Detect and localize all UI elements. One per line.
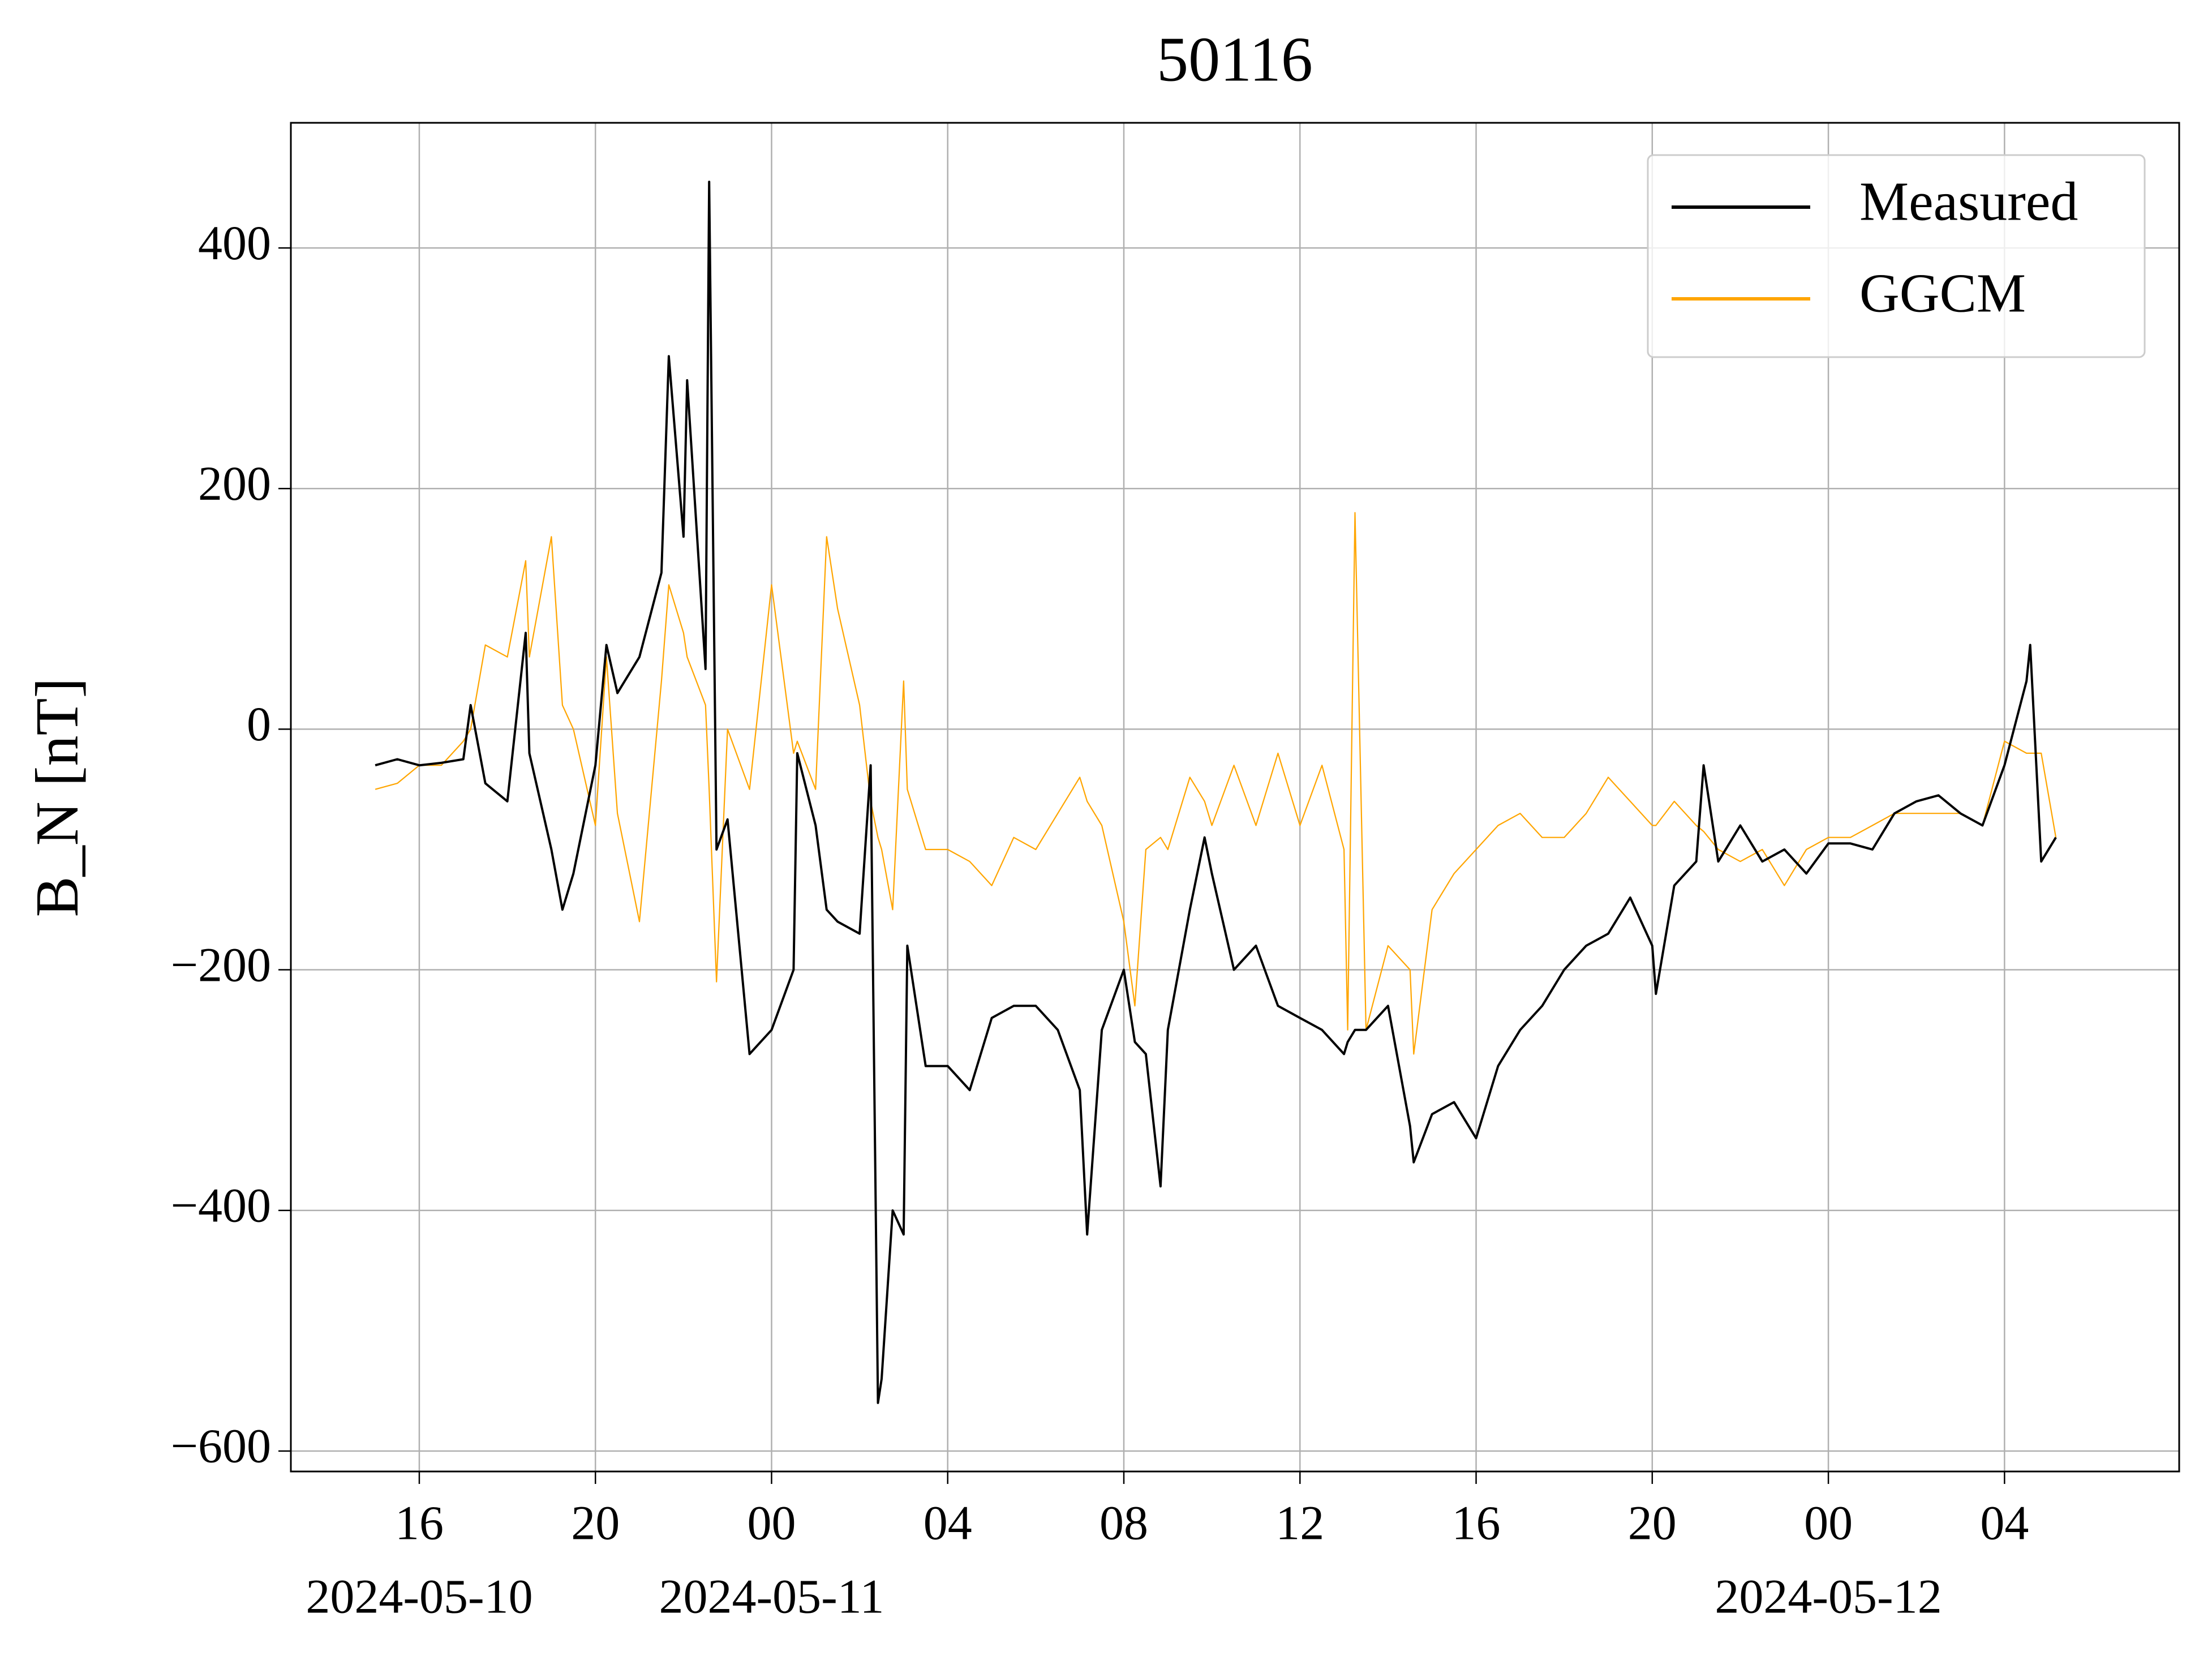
x-tick-label: 16 [1452,1496,1501,1550]
y-tick-label: 0 [247,697,271,751]
x-tick-label: 16 [395,1496,444,1550]
x-tick-label: 12 [1275,1496,1324,1550]
y-tick-label: −200 [170,937,271,992]
plot-frame [290,122,2180,1473]
x-tick-label: 08 [1099,1496,1148,1550]
chart-title: 50116 [1157,25,1313,95]
x-tick-label: 00 [1804,1496,1853,1550]
x-date-label: 2024-05-10 [306,1569,532,1624]
y-tick-label: −400 [170,1178,271,1232]
series-line [375,181,2057,1404]
y-tick-label: −600 [170,1419,271,1473]
series-line [375,512,2057,1055]
x-date-label: 2024-05-11 [659,1569,884,1624]
x-tick-label: 20 [571,1496,620,1550]
x-date-label: 2024-05-12 [1715,1569,1942,1624]
x-tick-label: 04 [1980,1496,2029,1550]
legend-label: GGCM [1859,263,2026,324]
y-axis-label: B_N [nT] [24,678,91,917]
y-tick-label: 200 [198,456,271,510]
legend-label: Measured [1859,171,2078,232]
y-tick-label: 400 [198,216,271,270]
x-tick-label: 20 [1628,1496,1677,1550]
x-tick-label: 00 [747,1496,796,1550]
x-tick-label: 04 [924,1496,972,1550]
